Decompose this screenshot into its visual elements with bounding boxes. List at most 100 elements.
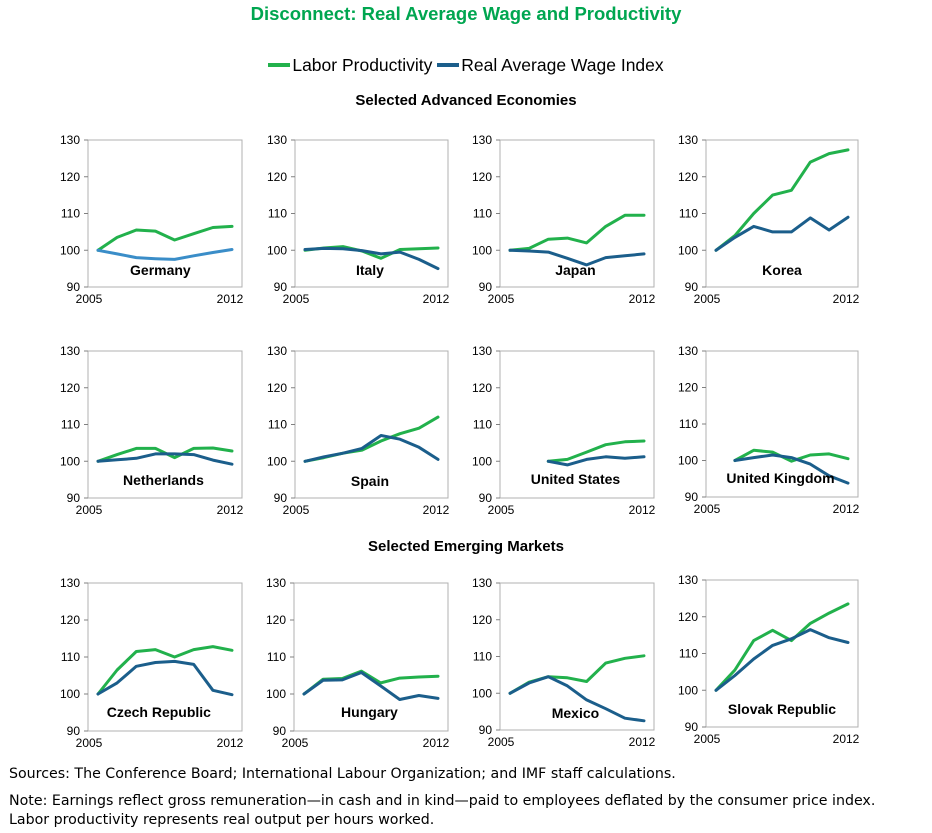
y-tick-label: 110 (267, 650, 286, 664)
series-line-real-average-wage-index (96, 248, 234, 261)
x-tick-label: 2005 (76, 736, 103, 750)
x-tick-label: 2012 (217, 503, 244, 517)
panel-title: Slovak Republic (728, 701, 836, 717)
x-tick-label: 2012 (629, 735, 656, 749)
y-tick-label: 90 (274, 491, 288, 505)
series-line-real-average-wage-index (96, 452, 234, 466)
legend-label-labor-productivity: Labor Productivity (292, 54, 433, 75)
x-tick-label: 2012 (833, 732, 860, 746)
y-tick-label: 90 (479, 491, 493, 505)
y-tick-label: 100 (60, 687, 80, 701)
y-tick-label: 100 (472, 686, 492, 700)
y-tick-label: 110 (473, 418, 492, 432)
y-tick-label: 130 (472, 133, 492, 147)
y-tick-label: 120 (678, 381, 698, 395)
chart-panel-hungary: 90 100 110 120 130 2005 2012 Hungary (266, 576, 450, 750)
series-line-labor-productivity (733, 448, 850, 463)
plot-area (87, 350, 243, 499)
series-line-real-average-wage-index (303, 246, 440, 271)
y-tick-label: 90 (685, 280, 699, 294)
footer-note: Note: Earnings reflect gross remuneratio… (9, 793, 876, 809)
chart-panel-czech-republic: 90 100 110 120 130 2005 2012 Czech Republic (60, 576, 244, 750)
x-tick-label: 2005 (283, 292, 310, 306)
footer-sources: Sources: The Conference Board; Internati… (9, 766, 676, 782)
y-tick-label: 100 (267, 454, 287, 468)
y-tick-label: 110 (61, 418, 80, 432)
panel-title: Germany (130, 262, 191, 278)
chart-panel-italy: 90 100 110 120 130 2005 2012 Italy (267, 133, 450, 306)
y-tick-label: 110 (679, 207, 698, 221)
y-tick-label: 100 (60, 243, 80, 257)
y-tick-label: 110 (61, 207, 80, 221)
x-tick-label: 2012 (423, 736, 450, 750)
y-tick-label: 120 (266, 613, 286, 627)
panel-title: Korea (762, 262, 802, 278)
legend-label-real-average-wage-index: Real Average Wage Index (461, 54, 664, 75)
panel-title: Netherlands (123, 472, 204, 488)
y-tick-label: 110 (268, 418, 287, 432)
series-line-real-average-wage-index (733, 453, 850, 485)
y-tick-label: 130 (60, 344, 80, 358)
y-tick-label: 90 (685, 720, 699, 734)
series-line-real-average-wage-index (96, 659, 234, 697)
chart-panel-united-kingdom: 90 100 110 120 130 2005 2012 United Kingdom (678, 344, 860, 516)
x-tick-label: 2005 (488, 503, 515, 517)
x-tick-label: 2012 (217, 292, 244, 306)
y-tick-label: 100 (678, 683, 698, 697)
y-tick-label: 120 (267, 170, 287, 184)
chart-panel-spain: 90 100 110 120 130 2005 2012 Spain (267, 344, 450, 517)
series-line-real-average-wage-index (303, 434, 440, 463)
y-tick-label: 120 (472, 381, 492, 395)
y-tick-label: 130 (678, 133, 698, 147)
series-line-labor-productivity (96, 224, 234, 252)
chart-title: Disconnect: Real Average Wage and Produc… (250, 3, 682, 24)
x-tick-label: 2005 (76, 503, 103, 517)
x-tick-label: 2012 (629, 503, 656, 517)
y-tick-label: 100 (267, 243, 287, 257)
panel-title: United Kingdom (726, 470, 834, 486)
y-tick-label: 130 (267, 133, 287, 147)
y-tick-label: 120 (472, 170, 492, 184)
y-tick-label: 100 (472, 454, 492, 468)
x-tick-label: 2005 (488, 292, 515, 306)
plot-area (87, 139, 243, 288)
y-tick-label: 100 (678, 454, 698, 468)
y-tick-label: 130 (472, 344, 492, 358)
plot-area (87, 582, 243, 732)
chart-panel-united-states: 90 100 110 120 130 2005 2012 United States (472, 344, 656, 517)
y-tick-label: 120 (678, 170, 698, 184)
panel-title: United States (531, 471, 621, 487)
y-tick-label: 130 (266, 576, 286, 590)
series-line-real-average-wage-index (714, 628, 850, 692)
plot-area (705, 139, 859, 288)
chart-panel-japan: 90 100 110 120 130 2005 2012 Japan (472, 133, 656, 306)
y-tick-label: 110 (473, 650, 492, 664)
plot-area (705, 579, 859, 728)
x-tick-label: 2012 (217, 736, 244, 750)
y-tick-label: 90 (479, 723, 493, 737)
y-tick-label: 110 (679, 417, 698, 431)
x-tick-label: 2005 (282, 736, 309, 750)
y-tick-label: 90 (67, 724, 81, 738)
chart-panel-slovak-republic: 90 100 110 120 130 2005 2012 Slovak Republic (678, 573, 860, 746)
y-tick-label: 130 (678, 344, 698, 358)
chart-panel-germany: 90 100 110 120 130 2005 2012 Germany (60, 133, 244, 306)
y-tick-label: 90 (685, 490, 699, 504)
y-tick-label: 120 (267, 381, 287, 395)
legend-item-labor-productivity: Labor Productivity (268, 55, 432, 76)
y-tick-label: 120 (678, 610, 698, 624)
y-tick-label: 100 (266, 687, 286, 701)
section-title-emerging: Selected Emerging Markets (368, 538, 564, 555)
x-tick-label: 2005 (694, 292, 721, 306)
panel-title: Japan (555, 262, 595, 278)
panel-title: Hungary (341, 704, 398, 720)
y-tick-label: 110 (61, 650, 80, 664)
y-tick-label: 90 (67, 491, 81, 505)
legend-swatch-labor-productivity (268, 63, 291, 67)
x-tick-label: 2005 (76, 292, 103, 306)
x-tick-label: 2012 (629, 292, 656, 306)
y-tick-label: 130 (267, 344, 287, 358)
x-tick-label: 2012 (833, 292, 860, 306)
x-tick-label: 2012 (423, 503, 450, 517)
footer-note-2: Labor productivity represents real outpu… (9, 812, 435, 828)
